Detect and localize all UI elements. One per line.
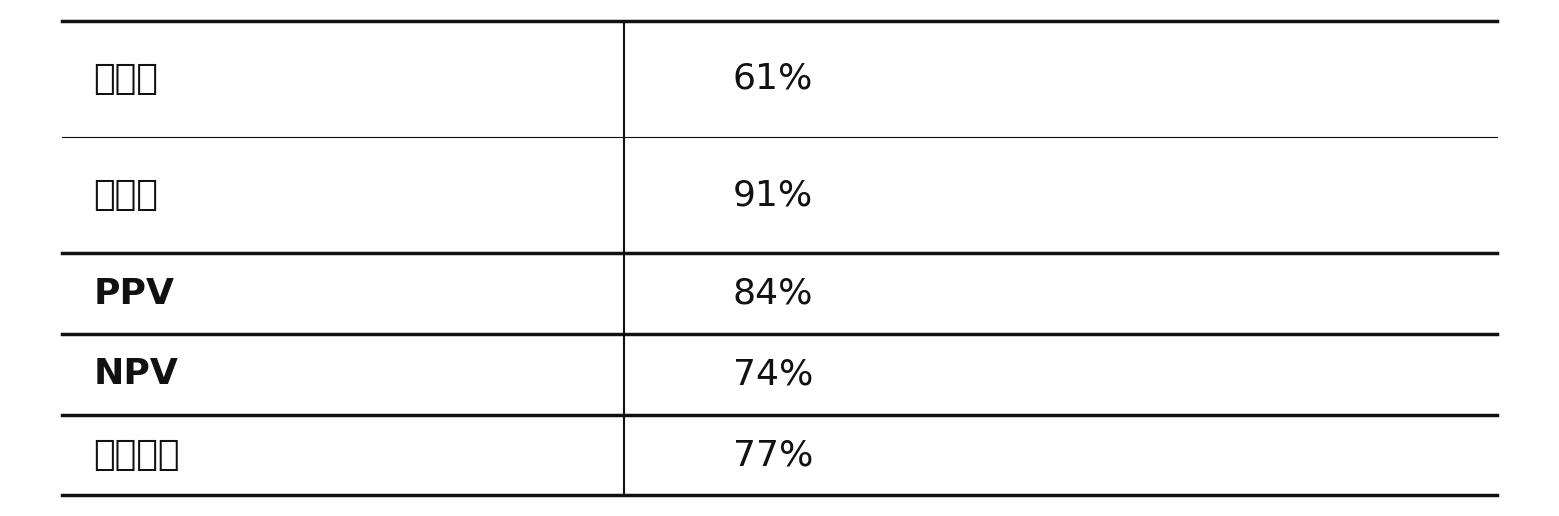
Text: 74%: 74% <box>733 357 814 391</box>
Text: 77%: 77% <box>733 438 814 472</box>
Text: 灵敏度: 灵敏度 <box>94 62 159 96</box>
Text: 测试效率: 测试效率 <box>94 438 179 472</box>
Text: PPV: PPV <box>94 277 175 311</box>
Text: 特异性: 特异性 <box>94 178 159 212</box>
Text: 61%: 61% <box>733 62 814 96</box>
Text: 84%: 84% <box>733 277 814 311</box>
Text: 91%: 91% <box>733 178 812 212</box>
Text: NPV: NPV <box>94 357 178 391</box>
